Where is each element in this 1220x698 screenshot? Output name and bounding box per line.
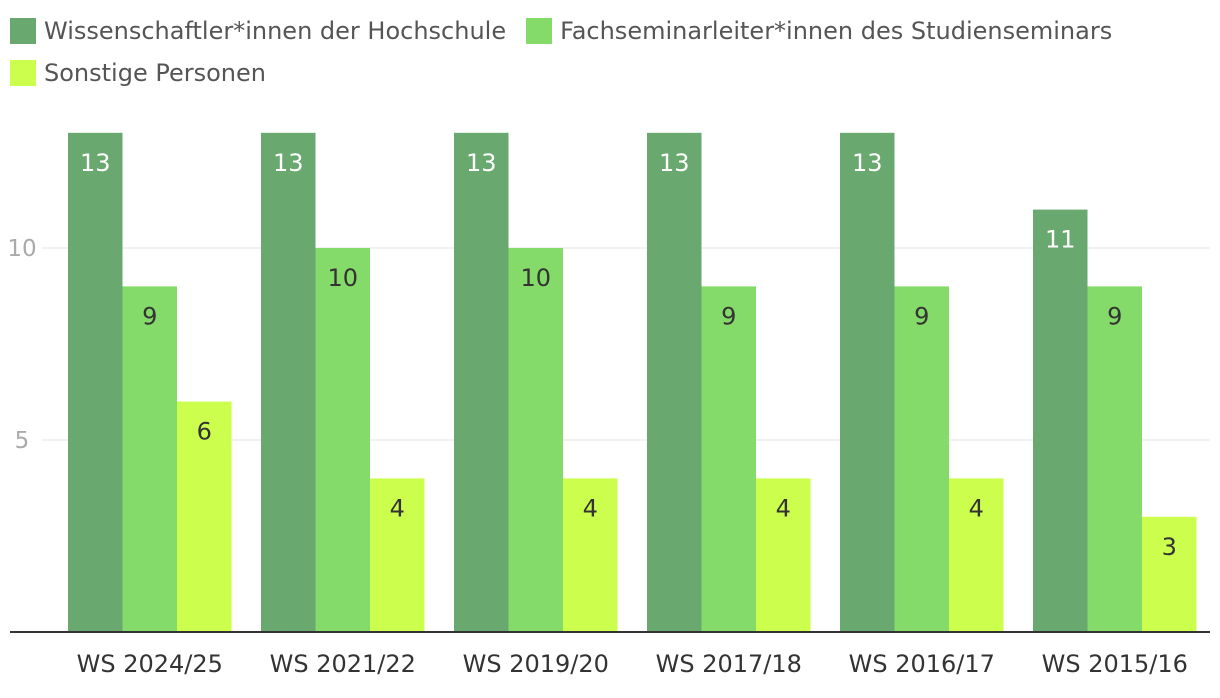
bar xyxy=(315,248,370,632)
data-label: 9 xyxy=(142,302,157,330)
bar xyxy=(508,248,563,632)
bar xyxy=(701,286,756,632)
legend-label: Sonstige Personen xyxy=(44,59,266,87)
data-label: 13 xyxy=(659,149,690,177)
bar xyxy=(370,478,425,632)
legend-swatch xyxy=(10,60,36,86)
data-label: 13 xyxy=(466,149,497,177)
y-tick-label: 5 xyxy=(15,428,30,454)
data-label: 13 xyxy=(852,149,883,177)
legend-swatch xyxy=(526,18,553,44)
data-label: 6 xyxy=(197,418,212,446)
data-label: 4 xyxy=(969,494,984,522)
data-label: 3 xyxy=(1162,533,1177,561)
chart-legend: Wissenschaftler*innen der Hochschule Fac… xyxy=(10,10,1210,94)
data-label: 4 xyxy=(583,494,598,522)
data-label: 9 xyxy=(1107,302,1122,330)
bar xyxy=(647,132,702,633)
bar xyxy=(894,286,949,632)
bar xyxy=(756,478,811,632)
bar xyxy=(949,478,1004,632)
x-tick-label: WS 2021/22 xyxy=(270,650,416,678)
legend-label: Fachseminarleiter*innen des Studiensemin… xyxy=(560,17,1113,45)
legend-row: Wissenschaftler*innen der Hochschule Fac… xyxy=(10,10,1210,52)
legend-item-wissenschaftler[interactable]: Wissenschaftler*innen der Hochschule xyxy=(10,17,506,45)
data-label: 13 xyxy=(273,149,304,177)
x-tick-label: WS 2019/20 xyxy=(463,650,609,678)
bar xyxy=(1142,516,1197,632)
data-label: 4 xyxy=(776,494,791,522)
bar xyxy=(122,286,177,632)
data-label: 11 xyxy=(1045,226,1076,254)
legend-item-fachseminarleiter[interactable]: Fachseminarleiter*innen des Studiensemin… xyxy=(526,17,1112,45)
y-tick-label: 10 xyxy=(7,236,36,262)
data-label: 9 xyxy=(721,302,736,330)
data-label: 9 xyxy=(914,302,929,330)
x-tick-label: WS 2024/25 xyxy=(77,650,223,678)
bar xyxy=(68,132,123,633)
x-tick-label: WS 2015/16 xyxy=(1042,650,1188,678)
x-tick-label: WS 2017/18 xyxy=(656,650,802,678)
bar xyxy=(261,132,316,633)
bar xyxy=(840,132,895,633)
bar xyxy=(1033,209,1088,632)
legend-swatch xyxy=(10,18,36,44)
x-tick-label: WS 2016/17 xyxy=(849,650,995,678)
legend-label: Wissenschaftler*innen der Hochschule xyxy=(44,17,507,45)
bar xyxy=(563,478,618,632)
legend-item-sonstige[interactable]: Sonstige Personen xyxy=(10,59,266,87)
data-label: 4 xyxy=(390,494,405,522)
bar xyxy=(177,401,232,632)
bar xyxy=(454,132,509,633)
data-label: 10 xyxy=(520,264,551,292)
bar xyxy=(1087,286,1142,632)
data-label: 10 xyxy=(327,264,358,292)
data-label: 13 xyxy=(80,149,111,177)
legend-row: Sonstige Personen xyxy=(10,52,1210,94)
